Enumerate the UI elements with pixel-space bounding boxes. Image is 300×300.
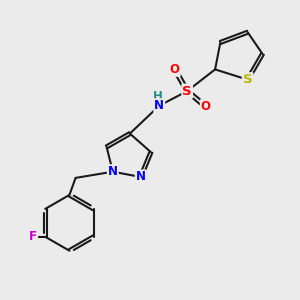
Text: S: S <box>243 73 252 86</box>
Text: F: F <box>29 230 37 243</box>
Text: N: N <box>136 170 146 184</box>
Text: O: O <box>201 100 211 113</box>
Text: O: O <box>170 63 180 76</box>
Text: N: N <box>154 99 164 112</box>
Text: N: N <box>108 165 118 178</box>
Text: S: S <box>182 85 192 98</box>
Text: H: H <box>153 90 163 103</box>
